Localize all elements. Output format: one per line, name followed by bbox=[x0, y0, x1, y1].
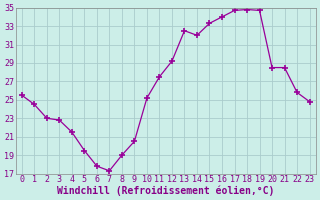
X-axis label: Windchill (Refroidissement éolien,°C): Windchill (Refroidissement éolien,°C) bbox=[57, 185, 274, 196]
